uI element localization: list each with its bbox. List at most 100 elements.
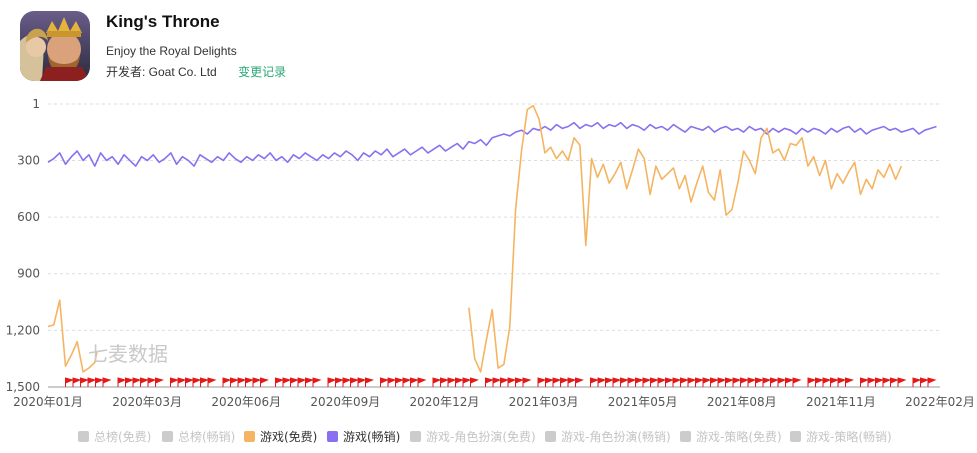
version-flag[interactable] xyxy=(875,377,884,387)
version-flag[interactable] xyxy=(432,377,442,387)
version-flag[interactable] xyxy=(410,377,419,387)
version-flag[interactable] xyxy=(245,377,254,387)
version-flag[interactable] xyxy=(230,377,239,387)
legend-item[interactable]: 游戏-角色扮演(免费) xyxy=(410,428,536,445)
version-flag[interactable] xyxy=(537,377,547,387)
version-flag[interactable] xyxy=(147,377,157,387)
version-flag[interactable] xyxy=(567,377,577,387)
version-flag[interactable] xyxy=(552,377,562,387)
version-flag[interactable] xyxy=(515,377,524,387)
version-flag[interactable] xyxy=(575,377,584,387)
version-flag[interactable] xyxy=(627,377,637,387)
version-flag[interactable] xyxy=(740,377,749,387)
version-flag[interactable] xyxy=(657,377,667,387)
version-flag[interactable] xyxy=(830,377,839,387)
version-flag[interactable] xyxy=(590,377,599,387)
version-flag[interactable] xyxy=(312,377,322,387)
version-flag[interactable] xyxy=(185,377,194,387)
version-flag[interactable] xyxy=(117,377,127,387)
legend-item[interactable]: 游戏-角色扮演(畅销) xyxy=(545,428,671,445)
legend-item[interactable]: 游戏(畅销) xyxy=(327,428,400,445)
version-flag[interactable] xyxy=(695,377,704,387)
version-flag[interactable] xyxy=(927,377,937,387)
version-flag[interactable] xyxy=(702,377,712,387)
version-flag[interactable] xyxy=(65,377,74,387)
version-flag[interactable] xyxy=(350,377,359,387)
version-flag[interactable] xyxy=(72,377,82,387)
version-flag[interactable] xyxy=(665,377,674,387)
version-flag[interactable] xyxy=(860,377,869,387)
version-flag[interactable] xyxy=(200,377,209,387)
version-flag[interactable] xyxy=(762,377,772,387)
version-flag[interactable] xyxy=(507,377,517,387)
version-markers[interactable] xyxy=(65,377,937,387)
version-flag[interactable] xyxy=(920,377,929,387)
version-flag[interactable] xyxy=(500,377,509,387)
version-flag[interactable] xyxy=(335,377,344,387)
version-flag[interactable] xyxy=(155,377,164,387)
version-flag[interactable] xyxy=(282,377,292,387)
version-flag[interactable] xyxy=(890,377,899,387)
version-flag[interactable] xyxy=(635,377,644,387)
version-flag[interactable] xyxy=(912,377,922,387)
version-flag[interactable] xyxy=(792,377,802,387)
version-flag[interactable] xyxy=(260,377,269,387)
version-flag[interactable] xyxy=(380,377,389,387)
version-flag[interactable] xyxy=(87,377,97,387)
version-flag[interactable] xyxy=(897,377,907,387)
version-flag[interactable] xyxy=(192,377,202,387)
version-flag[interactable] xyxy=(815,377,824,387)
version-flag[interactable] xyxy=(755,377,764,387)
legend-item[interactable]: 总榜(畅销) xyxy=(162,428,235,445)
legend-item[interactable]: 游戏-策略(免费) xyxy=(680,428,782,445)
version-flag[interactable] xyxy=(672,377,682,387)
version-flag[interactable] xyxy=(447,377,457,387)
version-flag[interactable] xyxy=(125,377,134,387)
version-flag[interactable] xyxy=(687,377,697,387)
version-flag[interactable] xyxy=(492,377,502,387)
version-flag[interactable] xyxy=(290,377,299,387)
version-flag[interactable] xyxy=(132,377,142,387)
legend-item[interactable]: 游戏(免费) xyxy=(244,428,317,445)
version-flag[interactable] xyxy=(680,377,689,387)
version-flag[interactable] xyxy=(612,377,622,387)
legend-item[interactable]: 总榜(免费) xyxy=(78,428,151,445)
version-flag[interactable] xyxy=(402,377,412,387)
legend-item[interactable]: 游戏-策略(畅销) xyxy=(790,428,892,445)
version-flag[interactable] xyxy=(882,377,892,387)
version-flag[interactable] xyxy=(440,377,449,387)
version-flag[interactable] xyxy=(732,377,742,387)
version-flag[interactable] xyxy=(170,377,179,387)
version-flag[interactable] xyxy=(417,377,427,387)
version-flag[interactable] xyxy=(710,377,719,387)
version-flag[interactable] xyxy=(485,377,494,387)
version-flag[interactable] xyxy=(342,377,352,387)
version-flag[interactable] xyxy=(770,377,779,387)
version-flag[interactable] xyxy=(237,377,247,387)
version-flag[interactable] xyxy=(650,377,659,387)
version-flag[interactable] xyxy=(95,377,104,387)
version-flag[interactable] xyxy=(80,377,89,387)
version-flag[interactable] xyxy=(777,377,787,387)
version-flag[interactable] xyxy=(140,377,149,387)
version-flag[interactable] xyxy=(605,377,614,387)
version-flag[interactable] xyxy=(305,377,314,387)
version-flag[interactable] xyxy=(845,377,854,387)
version-flag[interactable] xyxy=(207,377,217,387)
version-flag[interactable] xyxy=(470,377,479,387)
version-flag[interactable] xyxy=(747,377,757,387)
version-flag[interactable] xyxy=(462,377,472,387)
version-flag[interactable] xyxy=(365,377,374,387)
version-flag[interactable] xyxy=(222,377,232,387)
version-flag[interactable] xyxy=(177,377,187,387)
version-flag[interactable] xyxy=(807,377,817,387)
version-flag[interactable] xyxy=(102,377,112,387)
version-flag[interactable] xyxy=(297,377,307,387)
version-flag[interactable] xyxy=(620,377,629,387)
version-flag[interactable] xyxy=(597,377,607,387)
version-flag[interactable] xyxy=(837,377,847,387)
version-flag[interactable] xyxy=(252,377,262,387)
version-flag[interactable] xyxy=(275,377,284,387)
version-flag[interactable] xyxy=(545,377,554,387)
version-flag[interactable] xyxy=(327,377,337,387)
